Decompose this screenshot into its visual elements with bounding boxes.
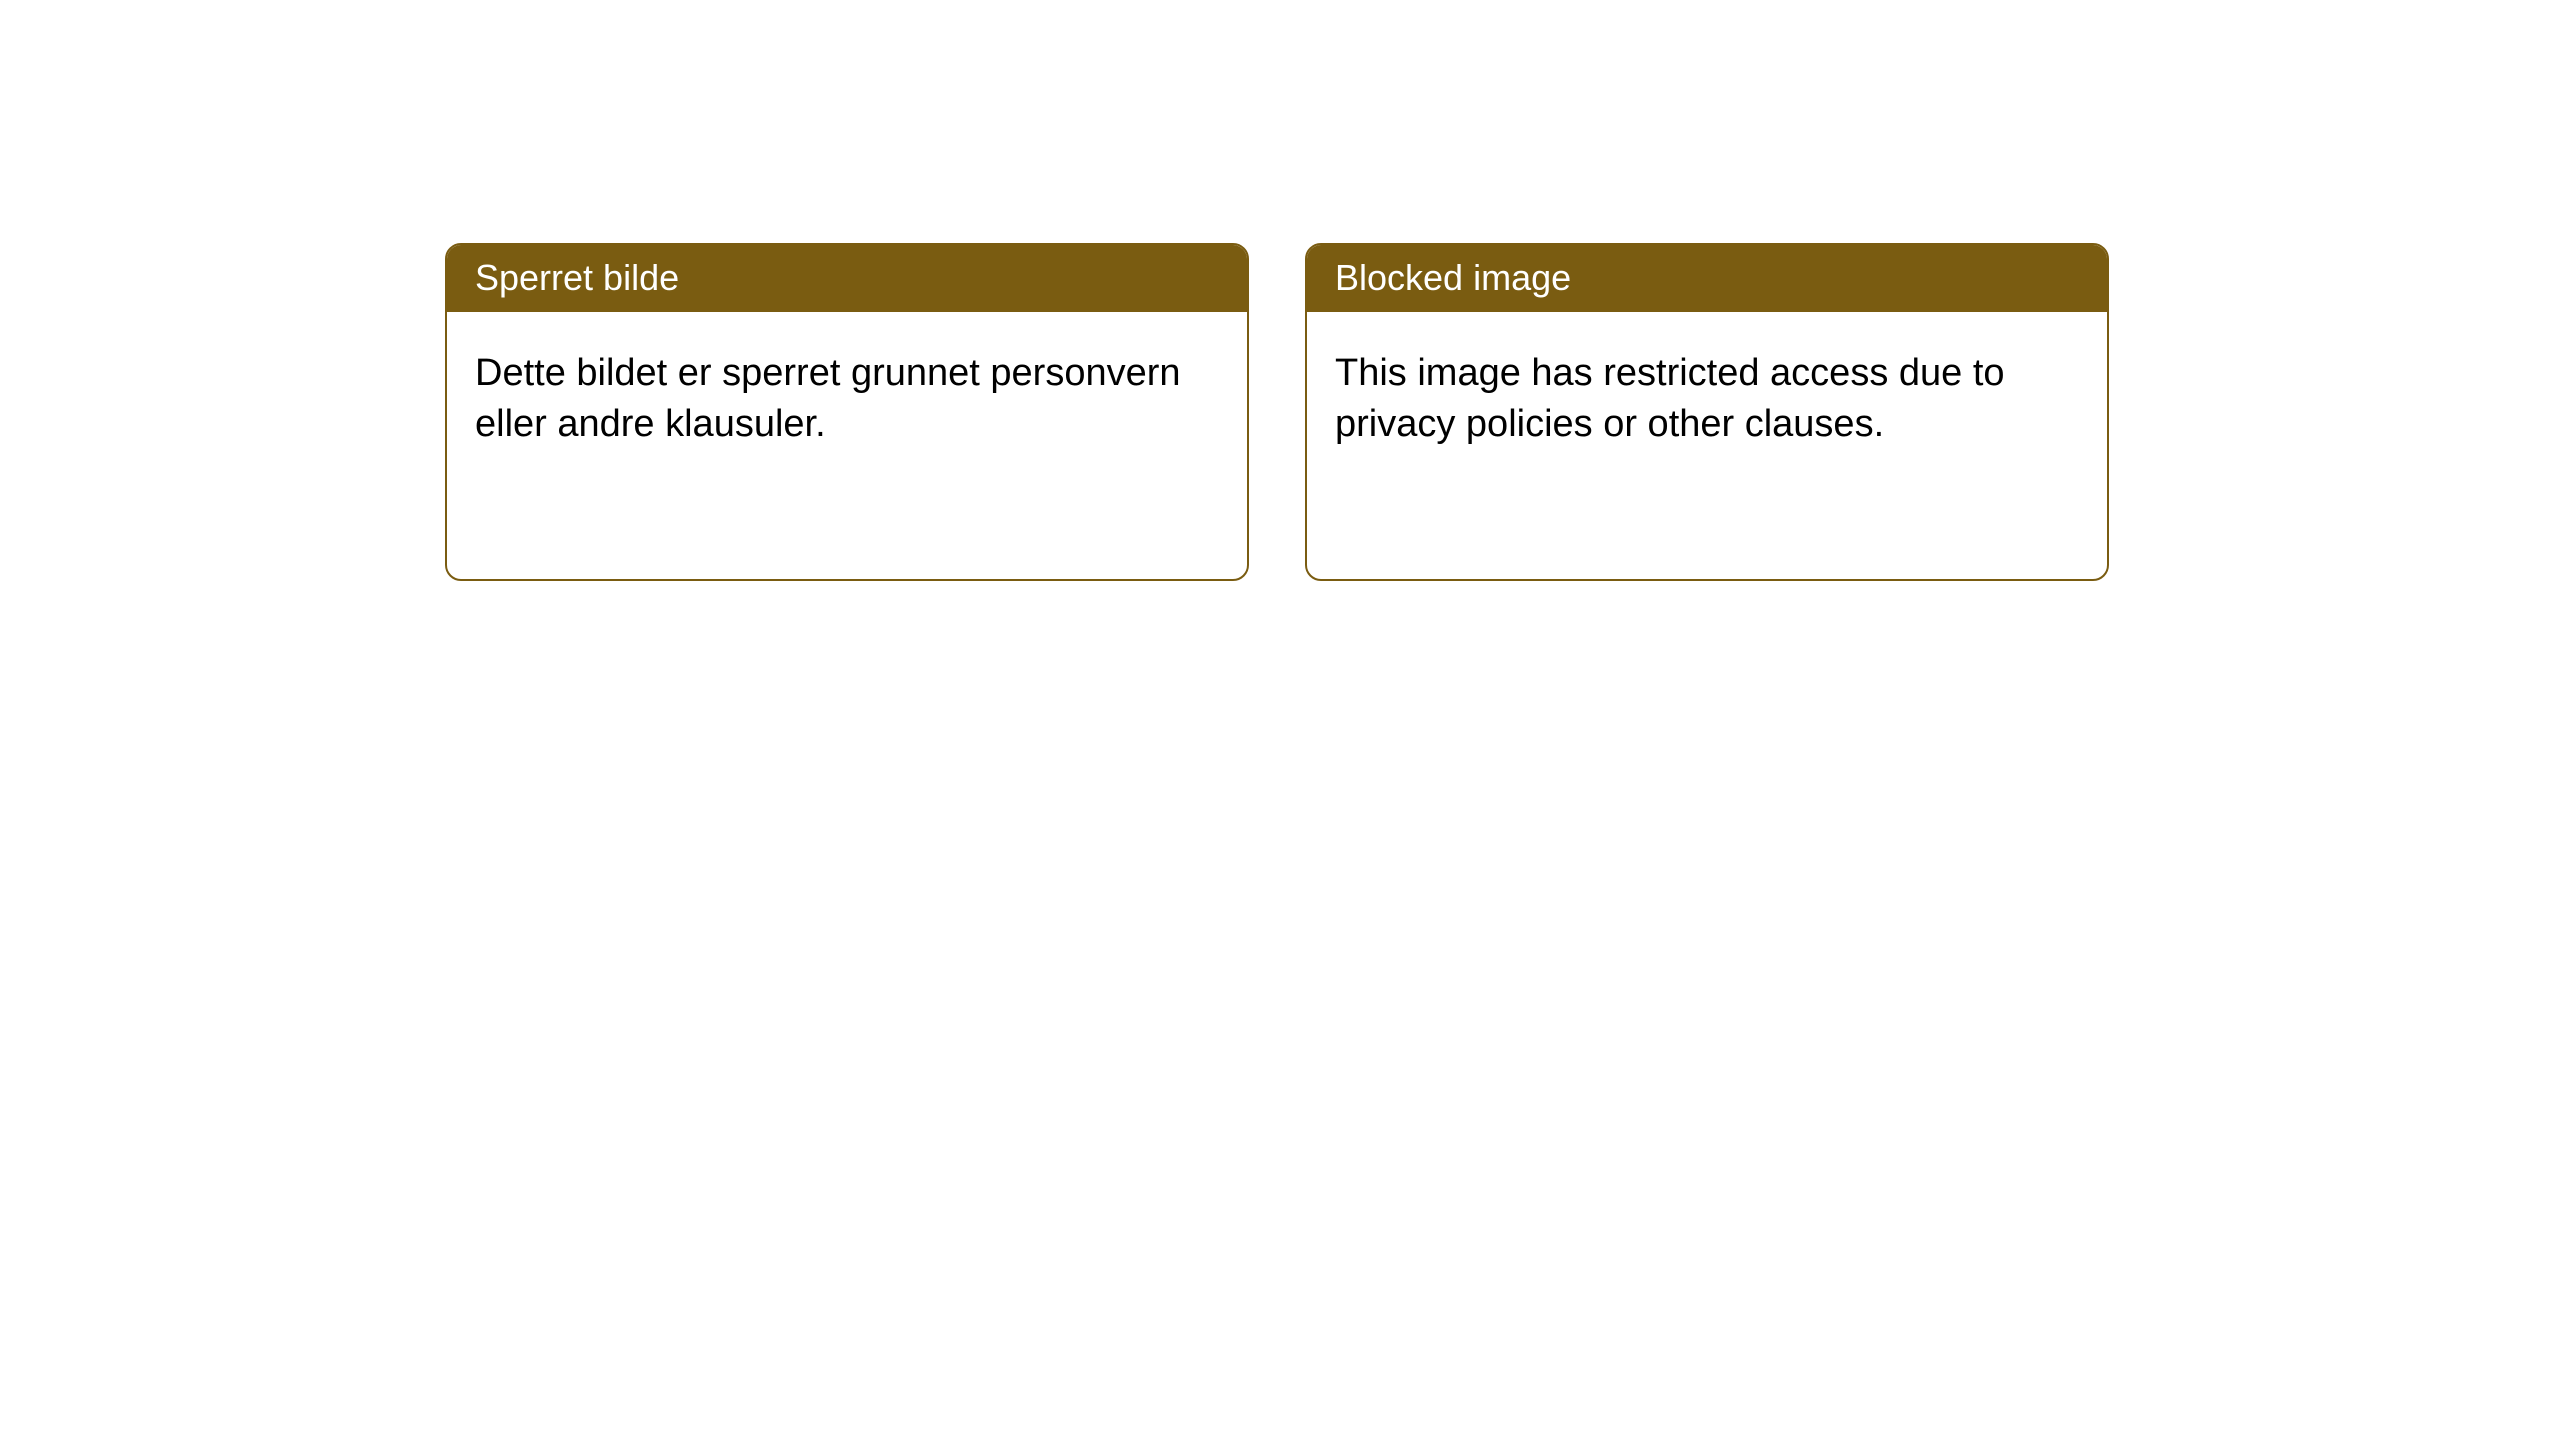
- notice-body: This image has restricted access due to …: [1307, 312, 2107, 487]
- notice-body: Dette bildet er sperret grunnet personve…: [447, 312, 1247, 487]
- notice-card-norwegian: Sperret bilde Dette bildet er sperret gr…: [445, 243, 1249, 581]
- notice-header: Blocked image: [1307, 245, 2107, 312]
- notice-card-english: Blocked image This image has restricted …: [1305, 243, 2109, 581]
- notice-container: Sperret bilde Dette bildet er sperret gr…: [0, 0, 2560, 581]
- notice-header: Sperret bilde: [447, 245, 1247, 312]
